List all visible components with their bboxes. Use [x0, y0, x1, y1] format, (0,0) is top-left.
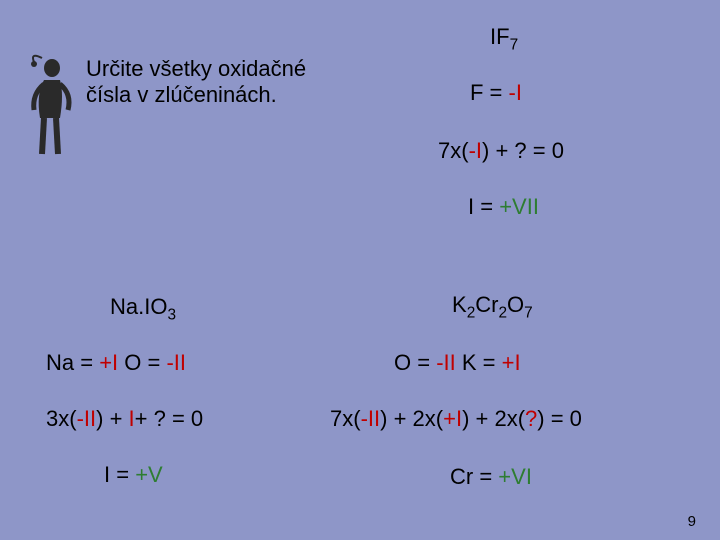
- thinking-person-icon: [24, 54, 76, 164]
- eq-if7: 7x(-I) + ? = 0: [438, 138, 564, 164]
- cr-equals-vi: Cr = +VI: [450, 464, 532, 490]
- f-equals: F = -I: [470, 80, 522, 106]
- instruction-line1: Určite všetky oxidačné: [86, 56, 306, 82]
- eq-k2cr2o7: 7x(-II) + 2x(+I) + 2x(?) = 0: [330, 406, 582, 432]
- formula-if7: IF7: [490, 24, 518, 54]
- formula-k2cr2o7: K2Cr2O7: [452, 292, 533, 322]
- na-o-equals: Na = +I O = -II: [46, 350, 186, 376]
- eq-naio3: 3x(-II) + I+ ? = 0: [46, 406, 203, 432]
- page-number: 9: [688, 513, 696, 530]
- o-k-equals: O = -II K = +I: [394, 350, 521, 376]
- i-equals-v: I = +V: [104, 462, 163, 488]
- instruction-line2: čísla v zlúčeninách.: [86, 82, 277, 108]
- formula-naio3: Na.IO3: [110, 294, 176, 324]
- i-equals-vii: I = +VII: [468, 194, 539, 220]
